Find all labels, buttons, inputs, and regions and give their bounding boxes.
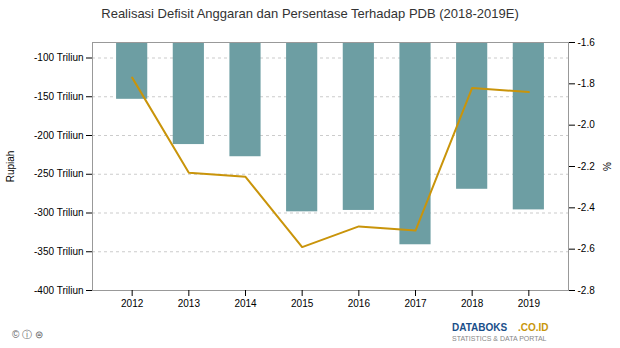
html-text:.CO.ID: .CO.ID [518,322,549,333]
svg-text:2013: 2013 [178,298,201,309]
svg-text:2016: 2016 [348,298,371,309]
svg-text:2018: 2018 [461,298,484,309]
svg-text:-300 Triliun: -300 Triliun [34,207,83,218]
svg-text:2015: 2015 [291,298,314,309]
svg-text:2019: 2019 [518,298,541,309]
svg-text:-2.4: -2.4 [578,202,596,213]
svg-text:-2.8: -2.8 [578,285,596,296]
svg-text:-1.8: -1.8 [578,78,596,89]
html-text:Realisasi Defisit Anggaran dan: Realisasi Defisit Anggaran dan Persentas… [101,6,519,21]
svg-text:-400 Triliun: -400 Triliun [34,285,83,296]
html-text:STATISTICS & DATA PORTAL: STATISTICS & DATA PORTAL [452,335,547,342]
svg-text:Rupiah: Rupiah [5,151,16,183]
svg-text:-2.0: -2.0 [578,119,596,130]
svg-text:2012: 2012 [121,298,144,309]
svg-text:-1.6: -1.6 [578,37,596,48]
svg-text:-2.2: -2.2 [578,161,596,172]
svg-text:-350 Triliun: -350 Triliun [34,246,83,257]
svg-text:-150 Triliun: -150 Triliun [34,91,83,102]
svg-text:2017: 2017 [404,298,427,309]
html-text:DATABOKS: DATABOKS [452,322,508,333]
svg-text:2014: 2014 [234,298,257,309]
svg-text:-100 Triliun: -100 Triliun [34,52,83,63]
svg-text:-200 Triliun: -200 Triliun [34,130,83,141]
svg-text:-2.6: -2.6 [578,243,596,254]
svg-text:%: % [602,162,613,171]
svg-text:-250 Triliun: -250 Triliun [34,168,83,179]
